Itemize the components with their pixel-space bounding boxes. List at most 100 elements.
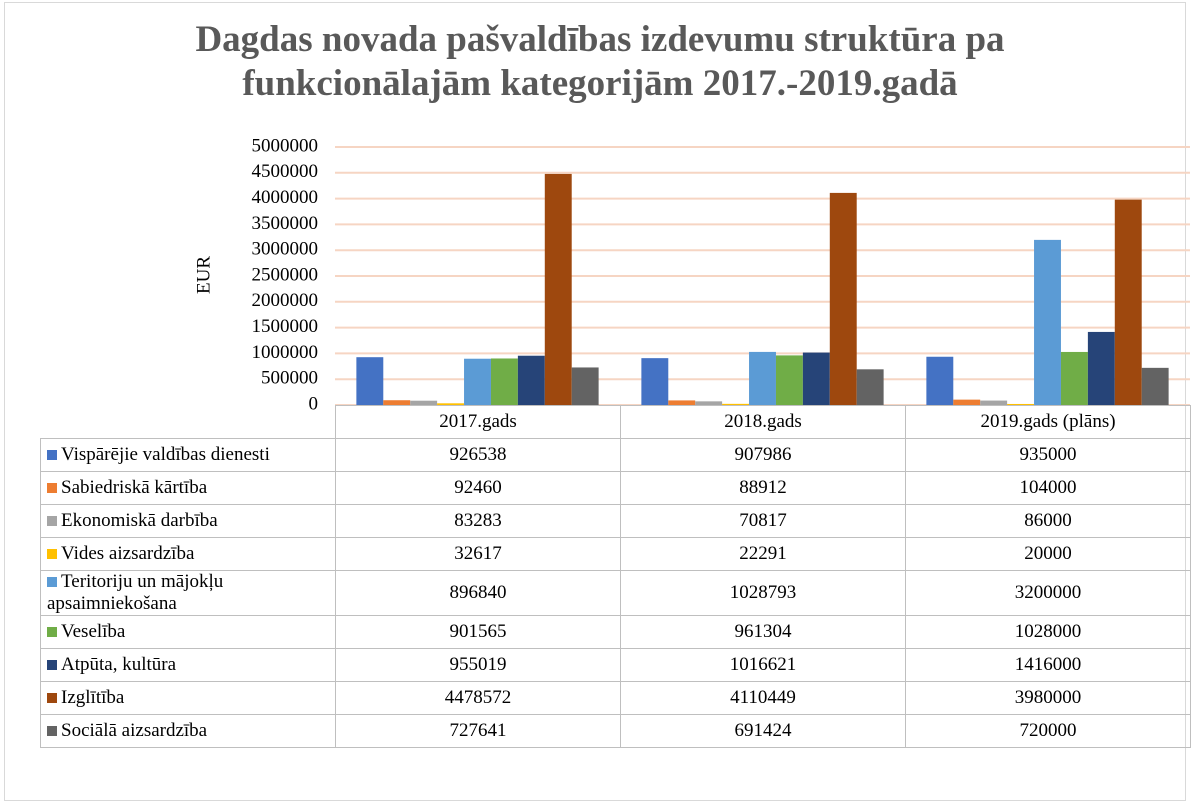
bar xyxy=(1034,239,1061,405)
legend-swatch xyxy=(47,483,57,493)
bar xyxy=(775,355,803,405)
table-row: Ekonomiskā darbība 83283 70817 86000 xyxy=(40,504,1191,538)
legend-cell: Izglītība xyxy=(40,681,336,715)
bar xyxy=(641,358,669,405)
bar xyxy=(410,400,438,405)
table-value: 901565 xyxy=(335,615,621,649)
table-corner xyxy=(40,405,336,439)
legend-label: Izglītība xyxy=(61,687,125,708)
bar xyxy=(722,403,750,405)
bar xyxy=(1007,403,1035,405)
y-tick-label: 4500000 xyxy=(252,161,319,182)
table-header-row: 2017.gads 2018.gads 2019.gads (plāns) xyxy=(40,405,1191,439)
table-value: 20000 xyxy=(905,537,1191,571)
table-value: 22291 xyxy=(620,537,906,571)
legend-swatch xyxy=(47,516,57,526)
y-tick-label: 2500000 xyxy=(252,264,319,285)
table-row: Veselība 901565 961304 1028000 xyxy=(40,615,1191,649)
legend-label: Sociālā aizsardzība xyxy=(61,720,208,741)
table-value: 88912 xyxy=(620,471,906,505)
table-value: 926538 xyxy=(335,438,621,472)
category-label: 2019.gads (plāns) xyxy=(905,405,1191,439)
table-row: Sabiedriskā kārtība 92460 88912 104000 xyxy=(40,471,1191,505)
bar xyxy=(829,192,857,405)
legend-label: Ekonomiskā darbība xyxy=(61,510,218,531)
table-row: Izglītība 4478572 4110449 3980000 xyxy=(40,681,1191,715)
legend-cell: Atpūta, kultūra xyxy=(40,648,336,682)
y-tick-label: 0 xyxy=(309,393,319,410)
legend-swatch xyxy=(47,577,57,587)
table-row: Vispārējie valdības dienesti 926538 907986… xyxy=(40,438,1191,472)
legend-cell: Sociālā aizsardzība xyxy=(40,714,336,748)
table-value: 32617 xyxy=(335,537,621,571)
table-value: 1016621 xyxy=(620,648,906,682)
table-value: 3200000 xyxy=(905,570,1191,616)
y-axis-label: EUR xyxy=(193,256,214,294)
category-label: 2017.gads xyxy=(335,405,621,439)
bar xyxy=(383,400,411,405)
table-value: 727641 xyxy=(335,714,621,748)
table-row: Vides aizsardzība 32617 22291 20000 xyxy=(40,537,1191,571)
table-value: 1416000 xyxy=(905,648,1191,682)
chart-frame xyxy=(4,2,1186,801)
table-value: 1028000 xyxy=(905,615,1191,649)
y-tick-label: 1500000 xyxy=(252,316,319,337)
table-value: 955019 xyxy=(335,648,621,682)
bar xyxy=(464,358,491,405)
bar xyxy=(1087,331,1115,405)
table-row: Sociālā aizsardzība 727641 691424 720000 xyxy=(40,714,1191,748)
bar xyxy=(980,400,1008,405)
table-row: Atpūta, kultūra 955019 1016621 1416000 xyxy=(40,648,1191,682)
table-value: 896840 xyxy=(335,570,621,616)
table-value: 907986 xyxy=(620,438,906,472)
legend-label: Sabiedriskā kārtība xyxy=(61,477,208,498)
legend-swatch xyxy=(47,549,57,559)
y-tick-label: 500000 xyxy=(261,368,318,389)
bar xyxy=(1141,367,1169,405)
chart-title: Dagdas novada pašvaldības izdevumu struk… xyxy=(195,19,1005,104)
bar xyxy=(695,401,723,405)
bar xyxy=(437,403,465,405)
table-value: 86000 xyxy=(905,504,1191,538)
legend-label: Vides aizsardzība xyxy=(61,543,195,564)
table-value: 92460 xyxy=(335,471,621,505)
legend-cell: Veselība xyxy=(40,615,336,649)
bar xyxy=(571,367,599,405)
legend-label: Vispārējie valdības dienesti xyxy=(61,444,270,465)
legend-cell: Ekonomiskā darbība xyxy=(40,504,336,538)
bar xyxy=(953,399,981,405)
table-value: 4478572 xyxy=(335,681,621,715)
table-value: 104000 xyxy=(905,471,1191,505)
legend-swatch xyxy=(47,726,57,736)
legend-label: Teritoriju un mājokļu apsaimniekošana xyxy=(47,571,224,614)
category-label: 2018.gads xyxy=(620,405,906,439)
table-value: 935000 xyxy=(905,438,1191,472)
bar xyxy=(517,355,545,405)
chart: EUR 0 500000 1000000 1500000 2000000 2500000 3… xyxy=(193,135,1190,410)
table-value: 83283 xyxy=(335,504,621,538)
bar xyxy=(490,358,518,405)
bar xyxy=(926,356,954,405)
legend-swatch xyxy=(47,693,57,703)
y-tick-label: 5000000 xyxy=(252,135,319,156)
bar xyxy=(668,400,696,405)
bar xyxy=(856,369,884,405)
bar xyxy=(749,351,776,405)
y-tick-label: 4000000 xyxy=(252,187,319,208)
legend-label: Veselība xyxy=(61,621,126,642)
table-value: 691424 xyxy=(620,714,906,748)
table-value: 4110449 xyxy=(620,681,906,715)
y-tick-label: 2000000 xyxy=(252,290,319,311)
bar xyxy=(1060,351,1088,405)
bar xyxy=(544,173,572,405)
bar xyxy=(1114,199,1142,405)
legend-cell: Vispārējie valdības dienesti xyxy=(40,438,336,472)
bar xyxy=(802,352,830,405)
legend-cell: Sabiedriskā kārtība xyxy=(40,471,336,505)
table-value: 70817 xyxy=(620,504,906,538)
table-value: 3980000 xyxy=(905,681,1191,715)
legend-cell: Vides aizsardzība xyxy=(40,537,336,571)
y-tick-label: 1000000 xyxy=(252,342,319,363)
y-tick-label: 3500000 xyxy=(252,213,319,234)
